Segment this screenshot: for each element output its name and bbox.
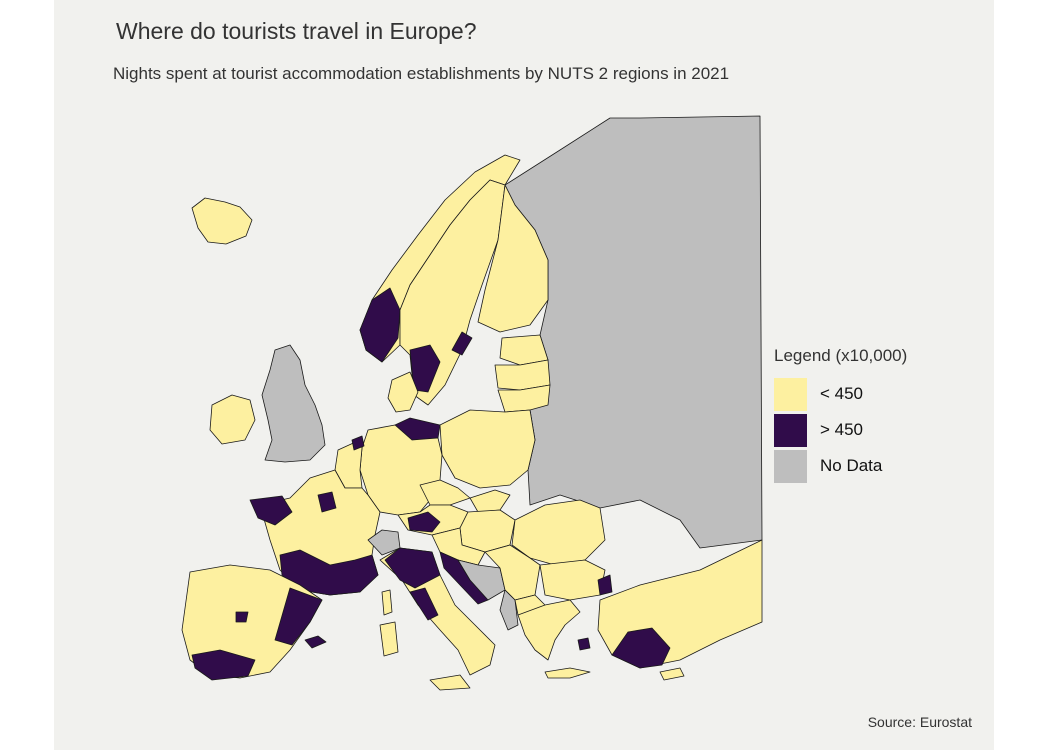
region-sweden-stockholm	[451, 331, 473, 356]
region-italy-toscana	[409, 587, 439, 621]
region-norway-west	[359, 287, 401, 363]
region-spain-andalusia	[191, 649, 256, 681]
legend-label-high: > 450	[820, 420, 864, 439]
legend-item-low: < 450	[774, 376, 964, 412]
legend-label-low: < 450	[820, 384, 864, 403]
region-iceland	[191, 197, 253, 245]
legend-swatch-low	[774, 377, 807, 411]
region-greece	[517, 599, 581, 661]
region-austria-tyrol	[407, 511, 441, 533]
legend-label-no-data: No Data	[820, 456, 883, 475]
region-denmark	[387, 371, 419, 413]
region-poland	[439, 409, 536, 489]
region-finland	[477, 184, 549, 333]
region-iberia	[181, 564, 323, 679]
legend-swatch-no-data	[774, 449, 807, 483]
region-switzerland	[367, 529, 401, 556]
region-greece-islands	[577, 637, 591, 651]
region-russia	[504, 115, 763, 549]
region-france-paris	[317, 491, 337, 513]
region-turkey-south	[611, 627, 671, 669]
region-corsica	[381, 589, 393, 616]
region-ireland	[209, 394, 256, 445]
region-sardinia	[379, 621, 399, 657]
region-france-bretagne	[249, 495, 293, 526]
region-netherlands-north	[351, 435, 365, 451]
region-bulgaria-coast	[597, 574, 613, 596]
region-latvia	[494, 359, 551, 391]
region-romania	[511, 499, 606, 566]
region-montenegro-albania	[499, 589, 519, 631]
region-slovakia	[469, 489, 511, 513]
legend-item-no-data: No Data	[774, 448, 964, 484]
region-uk	[261, 344, 326, 463]
map-title: Where do tourists travel in Europe?	[116, 18, 477, 44]
region-cyprus	[659, 667, 685, 681]
region-sicily	[429, 674, 471, 691]
map-legend: Legend (x10,000) < 450 > 450 No Data	[774, 346, 964, 484]
region-estonia	[499, 334, 549, 366]
legend-item-high: > 450	[774, 412, 964, 448]
region-spain-catalonia	[274, 587, 323, 646]
region-italy-north	[384, 547, 441, 589]
region-spain-madrid	[235, 611, 249, 623]
map-subtitle: Nights spent at tourist accommodation es…	[113, 64, 730, 83]
region-crete	[544, 667, 591, 679]
legend-swatch-high	[774, 413, 807, 447]
source-caption: Source: Eurostat	[867, 714, 972, 730]
legend-title: Legend (x10,000)	[774, 346, 908, 365]
region-bulgaria	[539, 559, 606, 601]
region-balearics	[304, 635, 327, 649]
region-germany	[359, 424, 443, 516]
choropleth-map	[181, 115, 763, 691]
